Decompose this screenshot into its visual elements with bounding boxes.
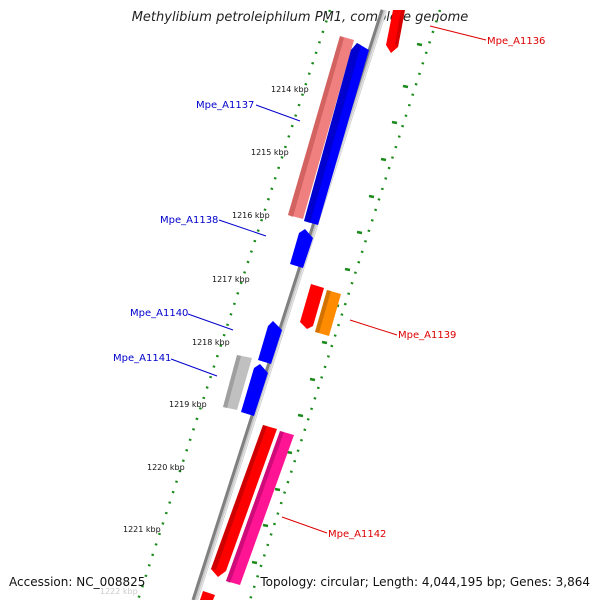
label-mpe-a1141[interactable]: Mpe_A1141 [113,353,171,364]
tick-label-1218: 1218 kbp [192,338,230,347]
leader-mpe-a1141 [170,358,218,377]
gene-mpe-a1139[interactable] [315,290,341,336]
backbone-shadow [192,9,387,600]
tick-label-1219: 1219 kbp [169,400,207,409]
gene-mpe-a1136[interactable] [386,10,405,53]
rna-feature-pink[interactable] [288,36,354,219]
tick-label-1220: 1220 kbp [147,463,185,472]
gene-mpe-a1142[interactable] [226,431,294,585]
gene-mpe-a1141[interactable] [241,364,268,416]
leader-mpe-a1137 [255,104,301,122]
gene-mpe-a1142-red[interactable] [211,425,277,577]
tick-label-1215: 1215 kbp [251,148,289,157]
gene-mpe-a1141-gray[interactable] [223,355,252,410]
leader-mpe-a1139 [349,319,398,336]
label-mpe-a1137[interactable]: Mpe_A1137 [196,100,254,111]
tick-label-1214: 1214 kbp [271,85,309,94]
outer-tick-ring [248,9,442,600]
leader-mpe-a1138 [218,219,267,237]
gene-mpe-a1137[interactable] [304,43,369,225]
gene-mpe-a1139-red[interactable] [300,284,324,329]
label-mpe-a1139[interactable]: Mpe_A1139 [398,330,456,341]
tick-label-1216: 1216 kbp [232,211,270,220]
tick-label-1217: 1217 kbp [212,275,250,284]
leader-mpe-a1140 [187,313,234,331]
tick-label-1221: 1221 kbp [123,525,161,534]
backbone-highlight [196,9,387,600]
tick-label-1222: 1222 kbp [100,587,138,596]
leader-mpe-a1136 [429,25,487,41]
outer-major-ticks [251,42,423,565]
gene-mpe-a1138[interactable] [290,229,313,268]
gene-partial-bottom[interactable] [200,591,215,600]
label-mpe-a1138[interactable]: Mpe_A1138 [160,215,218,226]
gene-mpe-a1140[interactable] [258,321,282,364]
label-mpe-a1136[interactable]: Mpe_A1136 [487,36,545,47]
genome-summary-text: Topology: circular; Length: 4,044,195 bp… [260,575,590,589]
label-mpe-a1140[interactable]: Mpe_A1140 [130,308,188,319]
accession-text: Accession: NC_008825 [9,575,146,589]
leader-mpe-a1142 [281,516,328,534]
inner-tick-ring [136,9,332,600]
label-mpe-a1142[interactable]: Mpe_A1142 [328,529,386,540]
